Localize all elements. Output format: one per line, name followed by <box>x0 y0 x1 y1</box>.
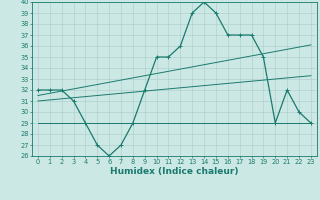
X-axis label: Humidex (Indice chaleur): Humidex (Indice chaleur) <box>110 167 239 176</box>
